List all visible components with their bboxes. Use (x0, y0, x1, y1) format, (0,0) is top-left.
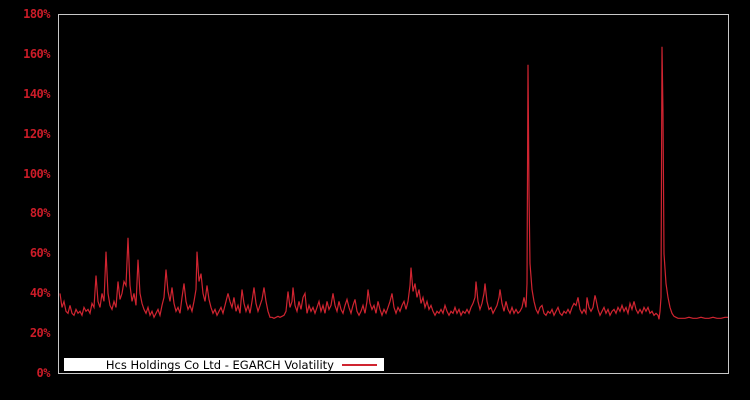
y-axis-tick-label: 60% (29, 246, 51, 260)
volatility-line-svg (59, 46, 728, 320)
y-axis-tick-label: 120% (23, 127, 50, 141)
y-axis-tick-label: 160% (23, 47, 50, 61)
legend: Hcs Holdings Co Ltd - EGARCH Volatility (63, 357, 385, 372)
y-axis-tick-label: 140% (23, 87, 50, 101)
y-axis-tick-label: 40% (29, 286, 51, 300)
legend-label: Hcs Holdings Co Ltd - EGARCH Volatility (105, 357, 334, 372)
volatility-line (59, 46, 728, 320)
y-axis-tick-label: 100% (23, 167, 50, 181)
legend-line-sample (342, 363, 377, 366)
y-axis-tick-label: 180% (23, 7, 50, 21)
y-axis-tick-label: 20% (29, 326, 51, 340)
y-axis: 0% 20% 40% 60% 80% 100% 120% 140% 160% 180% (0, 0, 50, 400)
y-axis-tick-label: 0% (36, 366, 51, 380)
plot-area (58, 14, 729, 374)
y-axis-tick-label: 80% (29, 206, 51, 220)
